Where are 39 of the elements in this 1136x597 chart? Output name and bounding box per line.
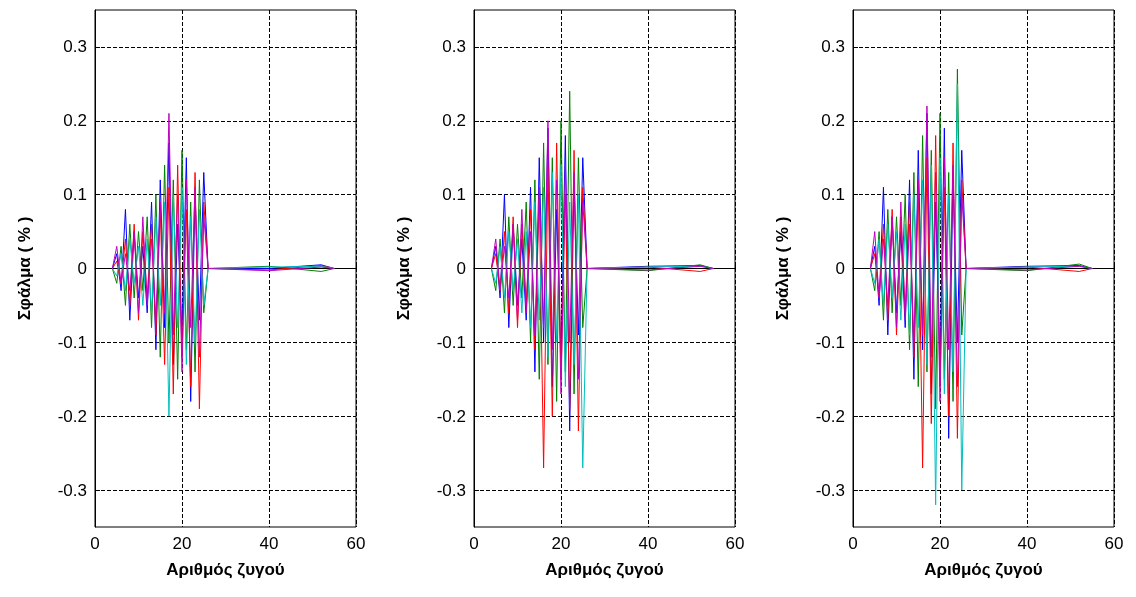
y-tick-label: -0.1 bbox=[815, 332, 845, 352]
y-tick-label: -0.2 bbox=[57, 406, 87, 426]
y-tick-label: -0.2 bbox=[436, 406, 466, 426]
y-tick-label: 0 bbox=[77, 259, 87, 278]
y-tick-label: 0.3 bbox=[63, 37, 87, 57]
y-tick-label: -0.2 bbox=[815, 406, 845, 426]
y-axis-title: Σφάλμα ( % ) bbox=[773, 216, 792, 321]
x-tick-label: 20 bbox=[551, 534, 571, 553]
x-axis-title: Αριθμός ζυγού bbox=[924, 560, 1043, 579]
y-axis-title: Σφάλμα ( % ) bbox=[394, 216, 413, 321]
x-tick-label: 40 bbox=[638, 534, 658, 553]
y-tick-label: -0.1 bbox=[57, 332, 87, 352]
x-tick-label: 40 bbox=[1017, 534, 1037, 553]
y-tick-label: 0 bbox=[835, 259, 845, 278]
y-tick-label: -0.1 bbox=[436, 332, 466, 352]
x-tick-label: 60 bbox=[725, 534, 745, 553]
y-axis-title: Σφάλμα ( % ) bbox=[15, 216, 34, 321]
y-tick-label: 0.2 bbox=[821, 111, 845, 131]
y-tick-label: 0 bbox=[456, 259, 466, 278]
x-tick-label: 20 bbox=[172, 534, 192, 553]
y-tick-label: 0.1 bbox=[442, 185, 466, 205]
y-tick-label: 0.1 bbox=[821, 185, 845, 205]
y-tick-label: -0.3 bbox=[436, 480, 466, 500]
x-tick-label: 60 bbox=[346, 534, 366, 553]
y-tick-label: 0.3 bbox=[821, 37, 845, 57]
x-tick-label: 0 bbox=[469, 534, 479, 553]
x-tick-label: 0 bbox=[90, 534, 100, 553]
x-tick-label: 0 bbox=[848, 534, 858, 553]
y-tick-label: 0.1 bbox=[63, 185, 87, 205]
y-tick-label: -0.3 bbox=[57, 480, 87, 500]
x-tick-label: 60 bbox=[1104, 534, 1124, 553]
x-tick-label: 40 bbox=[259, 534, 279, 553]
y-tick-label: 0.2 bbox=[442, 111, 466, 131]
x-tick-label: 20 bbox=[930, 534, 950, 553]
y-tick-label: 0.3 bbox=[442, 37, 466, 57]
x-axis-title: Αριθμός ζυγού bbox=[545, 560, 664, 579]
y-tick-label: -0.3 bbox=[815, 480, 845, 500]
y-tick-label: 0.2 bbox=[63, 111, 87, 131]
x-axis-title: Αριθμός ζυγού bbox=[166, 560, 285, 579]
